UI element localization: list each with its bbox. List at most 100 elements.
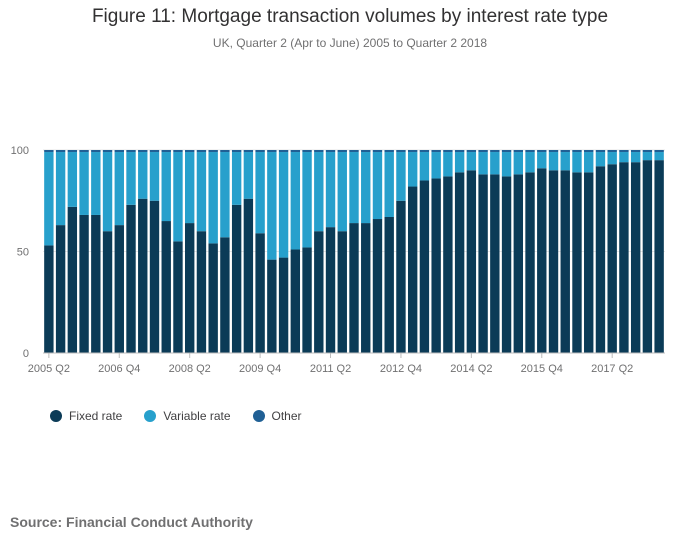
legend-item-variable-rate[interactable]: Variable rate: [144, 409, 231, 423]
bar-other: [513, 150, 523, 153]
bar-other: [560, 150, 570, 153]
bar-other: [478, 150, 488, 153]
legend-item-fixed-rate[interactable]: Fixed rate: [50, 409, 122, 423]
x-tick-label: 2014 Q2: [450, 363, 492, 375]
bar-variable-rate: [466, 152, 477, 171]
bar-variable-rate: [243, 152, 254, 199]
bar-fixed-rate: [231, 204, 242, 353]
bar-other: [138, 150, 148, 153]
bar-fixed-rate: [443, 176, 453, 353]
bar-variable-rate: [454, 152, 465, 173]
bar-other: [654, 150, 664, 153]
bar-fixed-rate: [325, 227, 336, 353]
bar-variable-rate: [208, 152, 218, 244]
bar-other: [290, 150, 301, 153]
bar-other: [630, 150, 641, 153]
bar-variable-rate: [537, 152, 547, 169]
bar-variable-rate: [290, 152, 301, 250]
bar-other: [431, 150, 441, 153]
bar-other: [642, 150, 653, 153]
bar-fixed-rate: [44, 245, 54, 353]
bar-other: [548, 150, 559, 153]
bar-other: [466, 150, 477, 153]
bar-variable-rate: [396, 152, 406, 201]
bar-fixed-rate: [384, 216, 394, 353]
bar-variable-rate: [560, 152, 570, 171]
chart-title: Figure 11: Mortgage transaction volumes …: [91, 6, 609, 27]
bar-fixed-rate: [642, 160, 653, 353]
bar-fixed-rate: [243, 198, 254, 353]
bar-variable-rate: [55, 152, 66, 226]
bar-other: [67, 150, 78, 153]
bar-fixed-rate: [595, 166, 606, 353]
bar-variable-rate: [79, 152, 89, 215]
bar-variable-rate: [443, 152, 453, 177]
bar-fixed-rate: [560, 170, 570, 353]
bar-variable-rate: [490, 152, 500, 175]
bar-variable-rate: [584, 152, 594, 173]
bar-variable-rate: [196, 152, 207, 232]
x-tick-label: 2015 Q4: [521, 363, 563, 375]
bar-variable-rate: [607, 152, 617, 165]
bar-fixed-rate: [396, 200, 406, 353]
bar-variable-rate: [314, 152, 324, 232]
bar-fixed-rate: [173, 241, 183, 353]
bar-other: [44, 150, 54, 153]
chart-subtitle: UK, Quarter 2 (Apr to June) 2005 to Quar…: [212, 36, 488, 50]
bar-fixed-rate: [454, 172, 465, 353]
bar-other: [231, 150, 242, 153]
bar-fixed-rate: [431, 178, 441, 353]
bar-fixed-rate: [407, 186, 418, 353]
bar-variable-rate: [114, 152, 124, 226]
bar-variable-rate: [302, 152, 312, 248]
bar-fixed-rate: [337, 231, 347, 353]
legend-item-other[interactable]: Other: [252, 409, 302, 423]
bar-variable-rate: [525, 152, 535, 173]
bar-fixed-rate: [419, 180, 430, 353]
bar-other: [208, 150, 218, 153]
y-tick-label: 100: [11, 145, 29, 157]
bar-fixed-rate: [654, 160, 664, 353]
bar-fixed-rate: [302, 247, 312, 353]
bar-fixed-rate: [490, 174, 500, 353]
bar-variable-rate: [337, 152, 347, 232]
bar-other: [325, 150, 336, 153]
legend-swatch-variable-rate: [144, 410, 157, 422]
bar-variable-rate: [595, 152, 606, 167]
bar-other: [55, 150, 66, 153]
bar-fixed-rate: [372, 219, 383, 353]
bar-variable-rate: [513, 152, 523, 175]
bar-variable-rate: [361, 152, 371, 224]
legend-label-other: Other: [271, 409, 302, 423]
legend-label-variable-rate: Variable rate: [163, 409, 231, 423]
legend-swatch-fixed-rate: [50, 410, 62, 422]
bar-fixed-rate: [278, 257, 289, 353]
bar-fixed-rate: [267, 259, 277, 353]
bar-other: [572, 150, 582, 153]
bar-fixed-rate: [584, 172, 594, 353]
bar-other: [619, 150, 629, 153]
bar-variable-rate: [102, 152, 113, 232]
bar-fixed-rate: [314, 231, 324, 353]
bar-variable-rate: [149, 152, 160, 201]
bar-other: [102, 150, 113, 153]
bar-other: [220, 150, 230, 153]
bar-variable-rate: [185, 152, 195, 224]
bar-variable-rate: [349, 152, 359, 224]
x-tick-label: 2017 Q2: [591, 363, 633, 375]
bar-other: [173, 150, 183, 153]
bar-variable-rate: [255, 152, 265, 234]
bar-variable-rate: [548, 152, 559, 171]
bar-other: [454, 150, 465, 153]
bar-fixed-rate: [513, 174, 523, 353]
bar-other: [419, 150, 430, 153]
bar-other: [501, 150, 512, 153]
bar-fixed-rate: [525, 172, 535, 353]
bar-variable-rate: [278, 152, 289, 258]
bar-variable-rate: [126, 152, 136, 205]
bar-variable-rate: [642, 152, 653, 161]
x-tick-label: 2009 Q4: [239, 363, 281, 375]
bar-variable-rate: [220, 152, 230, 238]
bar-fixed-rate: [537, 168, 547, 353]
